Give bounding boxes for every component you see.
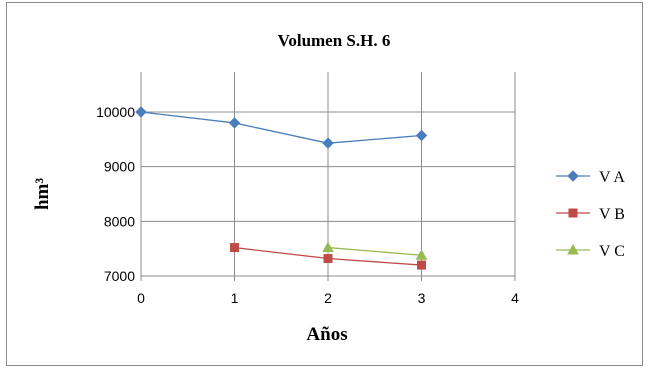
- data-point-v-c: [322, 241, 334, 253]
- y-tick-label: 8000: [104, 213, 135, 229]
- legend-label: V C: [599, 243, 625, 260]
- y-tick-label: 7000: [104, 268, 135, 284]
- data-point-v-b: [230, 243, 239, 253]
- legend-item-v-a: V A: [556, 169, 625, 186]
- y-tick-label: 10000: [96, 104, 135, 120]
- x-tick-label: 0: [137, 290, 145, 306]
- axes: [140, 72, 516, 281]
- series-v-a: [135, 106, 428, 149]
- x-tick-label: 1: [231, 290, 239, 306]
- data-point-v-b: [417, 260, 426, 270]
- series-layer: [135, 106, 428, 270]
- data-point-v-c: [415, 249, 428, 260]
- legend-label: V B: [599, 206, 625, 223]
- legend-item-v-b: V B: [556, 206, 625, 223]
- x-tick-label: 4: [511, 290, 519, 306]
- x-tick-label: 2: [324, 290, 332, 306]
- data-point-v-a: [415, 129, 428, 142]
- legend-marker-v-b: [568, 208, 578, 218]
- series-v-c: [322, 241, 428, 260]
- y-tick-label: 9000: [104, 159, 135, 175]
- series-v-b: [230, 243, 426, 270]
- x-axis-title: Años: [306, 324, 347, 345]
- data-point-v-a: [135, 106, 147, 118]
- chart-title: Volumen S.H. 6: [278, 31, 391, 50]
- data-point-v-b: [323, 254, 333, 264]
- x-tick-label: 3: [418, 290, 426, 306]
- legend-label: V A: [599, 169, 625, 186]
- legend-marker-v-c: [567, 243, 579, 255]
- y-axis-title: hm³: [32, 178, 53, 210]
- data-point-v-a: [322, 137, 334, 149]
- series-line-v-a: [140, 111, 422, 144]
- legend-marker-v-a: [567, 170, 579, 182]
- tick-labels: 7000 8000 9000 10000 0 1 2 3 4: [96, 104, 519, 306]
- chart-frame: [6, 2, 643, 366]
- legend: V A V B V C: [556, 169, 625, 260]
- legend-item-v-c: V C: [556, 243, 625, 260]
- data-point-v-a: [228, 117, 241, 129]
- series-line-v-c: [327, 246, 422, 256]
